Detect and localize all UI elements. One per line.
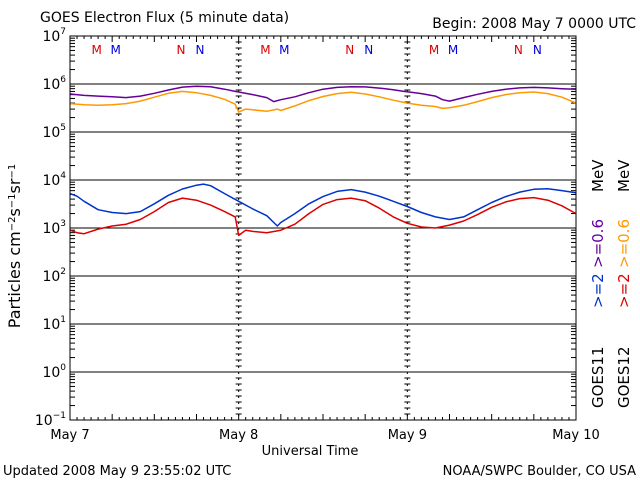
legend-goes12-ge2: >=2 bbox=[615, 273, 633, 308]
plot-border bbox=[69, 35, 577, 421]
x-tick-label: May 7 bbox=[50, 428, 89, 443]
legend-goes11-mev: MeV bbox=[589, 159, 607, 192]
local-time-marker: N bbox=[177, 43, 186, 57]
legend-goes12-label: GOES12 bbox=[615, 346, 633, 408]
y-tick-label: 103 bbox=[42, 219, 66, 237]
series-line bbox=[69, 183, 577, 227]
series-line bbox=[69, 90, 577, 113]
y-axis-label: Particles cm−2s−1sr−1 bbox=[5, 164, 24, 328]
y-tick-label: 102 bbox=[42, 267, 66, 285]
y-tick-label: 104 bbox=[42, 171, 66, 189]
y-tick-label: 100 bbox=[42, 363, 66, 381]
y-tick-label: 106 bbox=[42, 75, 66, 93]
series-line bbox=[69, 196, 577, 237]
x-tick-label: May 9 bbox=[388, 428, 427, 443]
local-time-marker: N bbox=[345, 43, 354, 57]
local-time-marker: N bbox=[533, 43, 542, 57]
local-time-marker: N bbox=[196, 43, 205, 57]
local-time-marker: M bbox=[92, 43, 102, 57]
legend-goes11-ge2: >=2 bbox=[589, 273, 607, 308]
local-time-marker: N bbox=[364, 43, 373, 57]
legend-goes11-ge06: >=0.6 bbox=[589, 219, 607, 268]
right-legend: GOES11 >=2 >=0.6 MeV GOES12 >=2 >=0.6 Me… bbox=[589, 159, 633, 408]
chart-title: GOES Electron Flux (5 minute data) bbox=[40, 10, 289, 26]
legend-goes11-label: GOES11 bbox=[589, 346, 607, 408]
legend-goes12-mev: MeV bbox=[615, 159, 633, 192]
x-axis-title: Universal Time bbox=[262, 444, 359, 459]
y-tick-label: 107 bbox=[42, 27, 66, 45]
y-tick-label: 101 bbox=[42, 315, 66, 333]
local-time-marker: M bbox=[111, 43, 121, 57]
x-tick-label: May 10 bbox=[552, 428, 600, 443]
local-time-marker: N bbox=[514, 43, 523, 57]
local-time-marker: M bbox=[279, 43, 289, 57]
local-time-marker: M bbox=[429, 43, 439, 57]
series-line bbox=[69, 85, 577, 103]
begin-time-label: Begin: 2008 May 7 0000 UTC bbox=[432, 16, 636, 32]
local-time-marker: M bbox=[260, 43, 270, 57]
y-tick-label: 105 bbox=[42, 123, 66, 141]
updated-timestamp: Updated 2008 May 9 23:55:02 UTC bbox=[3, 464, 231, 479]
x-tick-label: May 8 bbox=[219, 428, 258, 443]
local-time-marker: M bbox=[448, 43, 458, 57]
legend-goes12-ge06: >=0.6 bbox=[615, 219, 633, 268]
source-credit: NOAA/SWPC Boulder, CO USA bbox=[443, 464, 636, 479]
y-tick-label: 10−1 bbox=[35, 411, 66, 429]
